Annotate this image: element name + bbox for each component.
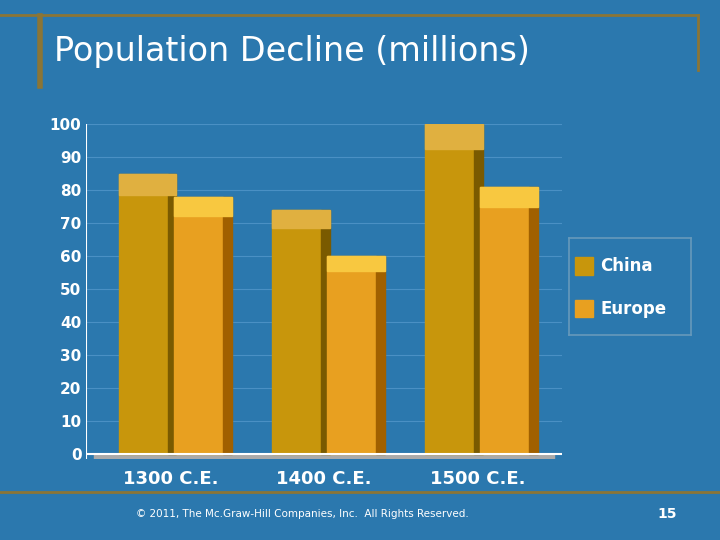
Bar	[529, 187, 539, 454]
Bar	[272, 210, 321, 454]
Bar	[168, 174, 176, 454]
Bar	[94, 454, 554, 459]
Bar	[327, 256, 376, 454]
Text: Europe: Europe	[600, 300, 667, 318]
Bar	[480, 187, 529, 454]
Bar	[426, 124, 474, 454]
Bar	[222, 197, 232, 454]
Bar	[376, 256, 385, 454]
Bar	[575, 257, 593, 274]
Bar	[174, 197, 222, 454]
Bar	[480, 187, 539, 207]
Text: Population Decline (millions): Population Decline (millions)	[54, 35, 530, 68]
Bar	[119, 174, 168, 454]
Bar	[575, 300, 593, 318]
Bar	[119, 174, 176, 195]
Text: © 2011, The Mc.Graw-Hill Companies, Inc.  All Rights Reserved.: © 2011, The Mc.Graw-Hill Companies, Inc.…	[136, 509, 469, 519]
Text: 15: 15	[657, 507, 677, 521]
Bar	[474, 124, 483, 454]
Bar	[272, 210, 330, 228]
Bar	[426, 124, 483, 149]
Bar	[327, 256, 385, 271]
Text: China: China	[600, 257, 653, 275]
Bar	[321, 210, 330, 454]
Bar	[174, 197, 232, 216]
